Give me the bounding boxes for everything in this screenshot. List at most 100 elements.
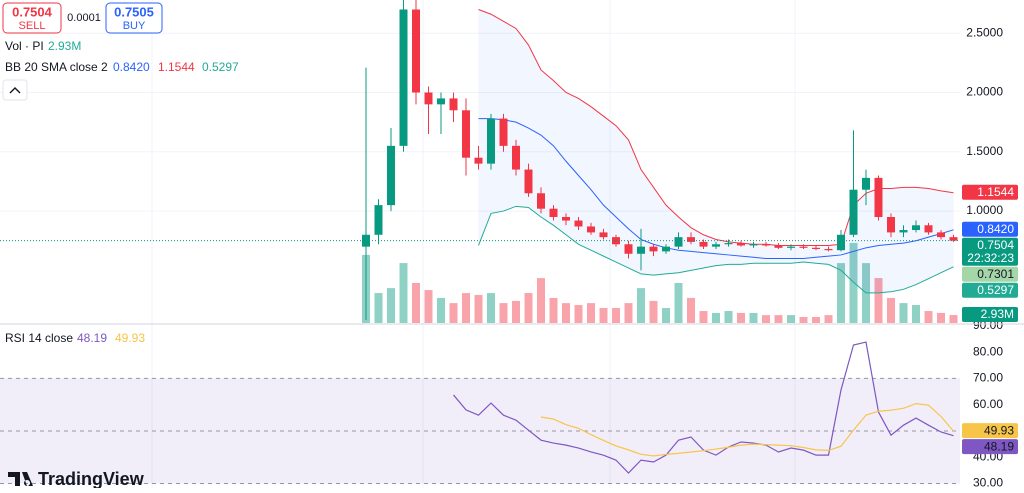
- volume-bar: [712, 312, 720, 323]
- volume-bar: [624, 303, 633, 323]
- spread: 0.0001: [67, 12, 101, 24]
- candle-body: [487, 118, 495, 164]
- candle-body: [787, 246, 795, 248]
- volume-bar: [724, 311, 733, 323]
- volume-bar: [537, 278, 545, 323]
- volume-bar: [699, 311, 708, 323]
- candle-body: [737, 243, 745, 246]
- y-tick-label: 2.0000: [966, 85, 1003, 99]
- candle-body: [674, 237, 683, 247]
- sell-label: SELL: [19, 20, 46, 32]
- candle-body: [437, 98, 445, 105]
- candle-body: [424, 92, 433, 105]
- candle-body: [449, 98, 458, 111]
- volume-bar: [674, 282, 683, 323]
- price-label: 1.1544: [977, 185, 1014, 199]
- candle-body: [862, 177, 870, 190]
- price-label-bg: [962, 307, 1018, 323]
- candle-body: [512, 145, 520, 170]
- y-tick-label: 70.00: [973, 371, 1003, 385]
- bb-line: [478, 118, 954, 259]
- rsi-legend-value: 48.19: [77, 331, 107, 345]
- candle-body: [474, 157, 483, 164]
- volume-bar: [649, 300, 658, 323]
- volume-bar: [637, 288, 645, 323]
- bb-basis-value: 0.8420: [113, 60, 150, 74]
- price-label-bg: [962, 423, 1018, 439]
- sell-button[interactable]: [2, 2, 62, 34]
- buy-price: 0.7505: [114, 4, 154, 19]
- collapse-button[interactable]: [2, 79, 28, 101]
- volume-bar: [912, 305, 920, 323]
- volume-bar: [937, 312, 945, 323]
- volume-bar: [874, 278, 883, 323]
- volume-bar: [749, 312, 758, 323]
- candle-body: [637, 246, 645, 254]
- chevron-icon: [9, 87, 21, 94]
- candle-body: [899, 230, 908, 233]
- price-label: 2.93M: [981, 307, 1014, 321]
- candle-body: [599, 232, 608, 238]
- candle-body: [812, 247, 820, 250]
- volume-legend: Vol · PI: [5, 39, 44, 53]
- buy-button[interactable]: [105, 2, 163, 34]
- y-tick-label: 1.0000: [966, 203, 1003, 217]
- bb-lower-value: 0.5297: [202, 60, 239, 74]
- price-label: 49.93: [984, 423, 1014, 437]
- price-label-bg: [962, 221, 1018, 237]
- volume-bar: [687, 297, 695, 323]
- volume-bar: [774, 315, 783, 323]
- price-label-bg: [962, 184, 1018, 200]
- brand-logo: [8, 472, 33, 486]
- volume-bar: [787, 315, 795, 323]
- price-label-bg: [962, 266, 1018, 282]
- candle-body: [574, 220, 583, 227]
- candle-body: [699, 241, 708, 247]
- volume-bar: [662, 308, 670, 323]
- volume-bar: [449, 303, 458, 323]
- candle-body: [924, 225, 933, 233]
- candle-body: [649, 246, 658, 252]
- volume-bar: [374, 293, 383, 323]
- volume-bar: [762, 315, 770, 323]
- volume-bar: [849, 242, 858, 323]
- candle-body: [499, 118, 508, 146]
- bb-upper-value: 1.1544: [158, 60, 195, 74]
- y-tick-label: 2.5000: [966, 25, 1003, 39]
- price-label: 0.7504: [977, 238, 1014, 252]
- buy-label: BUY: [123, 20, 146, 32]
- volume-bar: [387, 288, 395, 323]
- countdown: 22:32:23: [967, 251, 1014, 265]
- y-tick-label: 1.5000: [966, 144, 1003, 158]
- candle-body: [724, 243, 733, 245]
- candle-body: [837, 234, 845, 251]
- candle-body: [524, 169, 533, 194]
- volume-bar: [549, 297, 558, 323]
- candle-body: [762, 244, 770, 246]
- volume-bar: [524, 293, 533, 323]
- candle-body: [374, 205, 383, 235]
- bb-line: [478, 9, 954, 246]
- candle-body: [462, 110, 470, 158]
- candle-body: [887, 216, 895, 233]
- candle-body: [399, 9, 408, 146]
- volume-bar: [812, 317, 820, 323]
- bb-fill: [478, 9, 954, 293]
- candle-body: [562, 216, 570, 221]
- volume-bar: [512, 300, 520, 323]
- volume-bar: [612, 308, 620, 323]
- candle-body: [712, 244, 720, 247]
- price-label: 48.19: [984, 439, 1014, 453]
- volume-bar: [499, 303, 508, 323]
- price-label-bg: [962, 282, 1018, 298]
- volume-bar: [474, 294, 483, 323]
- volume-bar: [949, 315, 958, 323]
- candle-body: [912, 225, 920, 231]
- volume-bar: [837, 263, 845, 323]
- volume-bar: [424, 290, 433, 323]
- volume-bar: [412, 282, 420, 323]
- volume-bar: [574, 305, 583, 323]
- bb-line: [478, 205, 954, 294]
